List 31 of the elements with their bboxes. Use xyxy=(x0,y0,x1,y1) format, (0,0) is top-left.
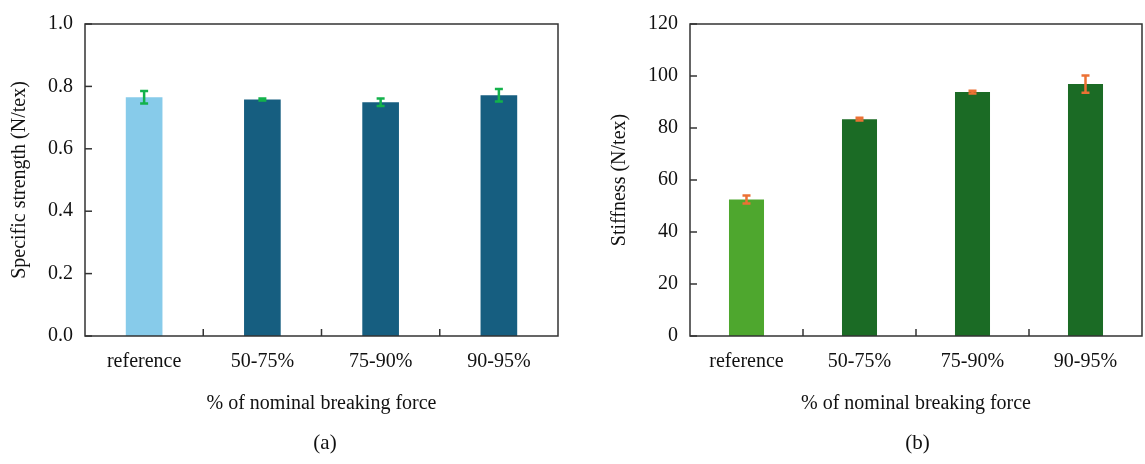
y-tick-label: 0.4 xyxy=(48,198,73,221)
y-tick-label: 100 xyxy=(648,63,678,86)
text: (b) xyxy=(905,430,930,454)
x-axis-title: % of nominal breaking force xyxy=(801,391,1032,415)
y-tick-label: 0.6 xyxy=(48,136,73,159)
x-tick-label: reference xyxy=(709,349,784,372)
y-tick-label: 0.2 xyxy=(48,260,73,283)
x-tick-label: 75-90% xyxy=(940,349,1005,372)
y-tick-label: 120 xyxy=(648,11,678,34)
y-tick-label: 1.0 xyxy=(48,11,73,34)
y-axis-title: Stiffness (N/tex) xyxy=(607,113,631,247)
y-tick-label: 40 xyxy=(658,219,678,242)
bar xyxy=(841,119,878,336)
x-tick-label: 90-95% xyxy=(1053,349,1118,372)
x-axis-title: % of nominal breaking force xyxy=(206,391,437,415)
y-axis-title: Specific strength (N/tex) xyxy=(7,81,31,279)
x-tick-label: 50-75% xyxy=(230,349,295,372)
y-tick-label: 0 xyxy=(668,323,678,346)
x-tick-label: 90-95% xyxy=(467,349,531,372)
y-tick-label: 20 xyxy=(658,271,678,294)
x-tick-label: reference xyxy=(106,349,182,372)
text: (a) xyxy=(313,430,337,454)
y-tick-label: 80 xyxy=(658,115,678,138)
y-tick-label: 0.8 xyxy=(48,73,73,96)
bar xyxy=(954,92,991,336)
y-tick-label: 0.0 xyxy=(48,323,73,346)
y-tick-label: 60 xyxy=(658,167,678,190)
bar xyxy=(728,199,765,336)
bar xyxy=(1067,84,1104,336)
x-tick-label: 50-75% xyxy=(827,349,892,372)
x-tick-label: 75-90% xyxy=(348,349,413,372)
